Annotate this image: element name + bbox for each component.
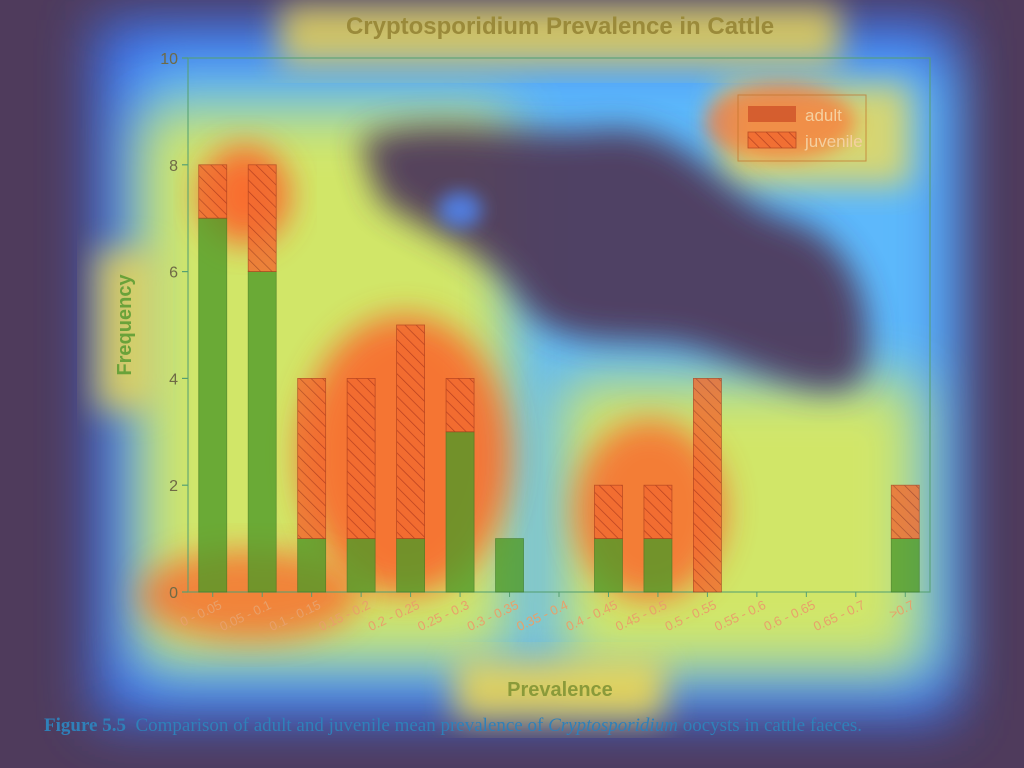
- caption-italic-term: Cryptosporidium: [548, 715, 678, 736]
- bar-adult: [643, 538, 673, 593]
- bar-juvenile: [247, 164, 277, 273]
- bar-adult: [297, 538, 327, 593]
- legend-swatch-adult: [748, 106, 796, 122]
- bar-juvenile: [643, 484, 673, 540]
- bar-juvenile: [693, 377, 722, 593]
- bar-juvenile: [198, 164, 228, 219]
- y-tick-label: 10: [160, 51, 178, 68]
- legend-swatch-juvenile: [747, 131, 797, 149]
- legend: adult juvenile: [737, 94, 867, 162]
- bar-juvenile: [396, 324, 426, 540]
- bar-juvenile: [297, 377, 327, 539]
- y-tick-label: 4: [169, 371, 178, 388]
- y-tick-label: 2: [169, 478, 178, 495]
- figure-caption: Figure 5.5 Comparison of adult and juven…: [44, 714, 994, 737]
- legend-box: [737, 94, 867, 162]
- caption-text-end: oocysts in cattle faeces.: [677, 715, 863, 736]
- bar-adult: [890, 538, 920, 593]
- legend-label-adult: adult: [805, 106, 842, 125]
- bar-adult: [445, 431, 475, 593]
- y-tick-label: 8: [169, 158, 178, 175]
- bar-juvenile: [445, 377, 475, 433]
- bar-adult: [247, 271, 277, 593]
- heatmap-overlay: [95, 5, 955, 720]
- y-tick-label: 6: [169, 265, 178, 282]
- caption-text-start: Comparison of adult and juvenile mean pr…: [135, 715, 549, 736]
- bar-adult: [346, 538, 376, 593]
- bar-adult: [396, 538, 426, 593]
- bar-juvenile: [594, 484, 623, 540]
- y-tick-label: 0: [169, 585, 178, 602]
- bar-juvenile: [890, 484, 920, 540]
- legend-label-juvenile: juvenile: [804, 132, 863, 151]
- y-axis-label: Frequency: [114, 274, 136, 376]
- bar-adult: [495, 538, 524, 593]
- chart-title: Cryptosporidium Prevalence in Cattle: [346, 13, 774, 40]
- bar-juvenile: [346, 377, 376, 539]
- caption-label: Figure 5.5: [44, 715, 126, 736]
- x-axis-label: Prevalence: [507, 679, 613, 701]
- bar-adult: [198, 217, 228, 593]
- bar-adult: [594, 538, 623, 593]
